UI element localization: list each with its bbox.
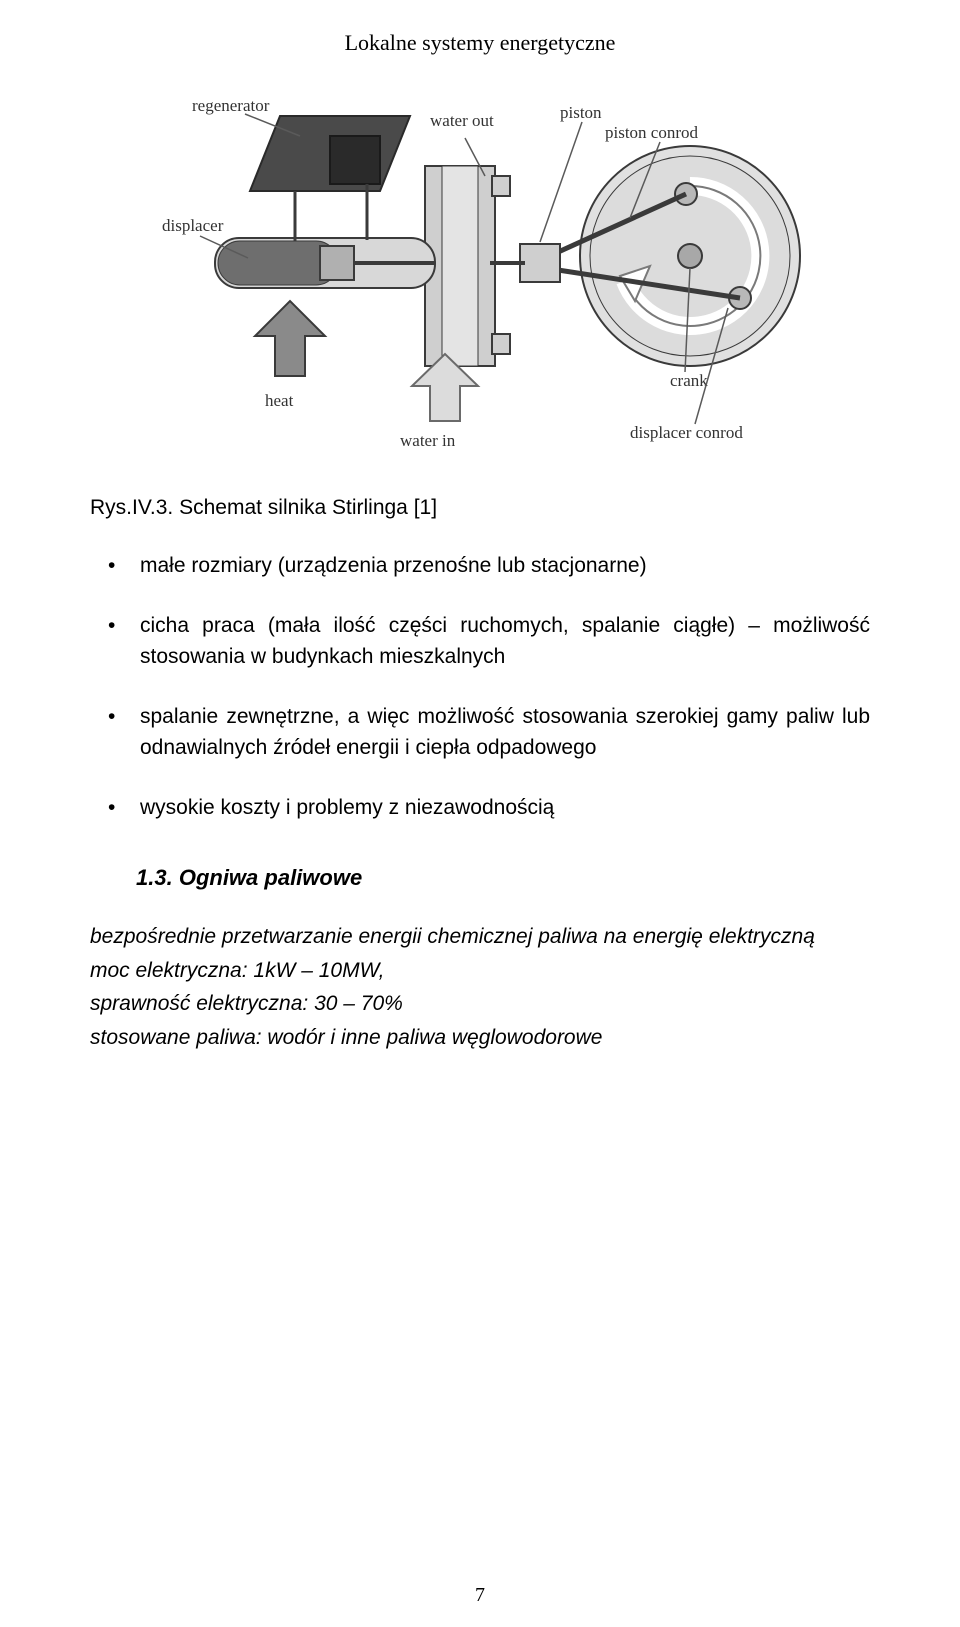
stirling-diagram-svg: regenerator water out piston piston conr… — [130, 76, 830, 466]
body-line: stosowane paliwa: wodór i inne paliwa wę… — [90, 1022, 870, 1054]
label-piston: piston — [560, 103, 602, 122]
label-piston-conrod: piston conrod — [605, 123, 699, 142]
page-number: 7 — [0, 1584, 960, 1607]
body-line: moc elektryczna: 1kW – 10MW, — [90, 955, 870, 987]
label-water-out: water out — [430, 111, 494, 130]
body-line: sprawność elektryczna: 30 – 70% — [90, 988, 870, 1020]
figure-caption: Rys.IV.3. Schemat silnika Stirlinga [1] — [90, 496, 870, 520]
bullet-item: małe rozmiary (urządzenia przenośne lub … — [90, 550, 870, 582]
label-water-in: water in — [400, 431, 456, 450]
page-header: Lokalne systemy energetyczne — [90, 30, 870, 56]
bullet-item: wysokie koszty i problemy z niezawodnośc… — [90, 792, 870, 824]
label-regenerator: regenerator — [192, 96, 270, 115]
bullet-item: spalanie zewnętrzne, a więc możliwość st… — [90, 701, 870, 764]
bullet-list: małe rozmiary (urządzenia przenośne lub … — [90, 550, 870, 823]
page: Lokalne systemy energetyczne — [0, 0, 960, 1627]
label-displacer: displacer — [162, 216, 224, 235]
label-heat: heat — [265, 391, 294, 410]
section-title-text: Ogniwa paliwowe — [179, 865, 362, 890]
label-displacer-conrod: displacer conrod — [630, 423, 743, 442]
section-heading: 1.3. Ogniwa paliwowe — [136, 865, 870, 891]
bullet-item: cicha praca (mała ilość części ruchomych… — [90, 610, 870, 673]
stirling-diagram: regenerator water out piston piston conr… — [90, 76, 870, 466]
body-line: bezpośrednie przetwarzanie energii chemi… — [90, 921, 870, 953]
label-crank: crank — [670, 371, 708, 390]
section-number: 1.3. — [136, 865, 173, 890]
